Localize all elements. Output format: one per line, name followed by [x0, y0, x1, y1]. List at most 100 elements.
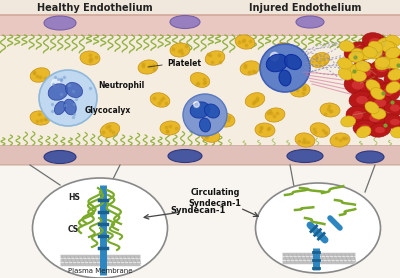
Ellipse shape — [295, 133, 315, 147]
Ellipse shape — [204, 104, 220, 118]
Ellipse shape — [170, 43, 190, 57]
Ellipse shape — [377, 38, 392, 49]
Ellipse shape — [215, 113, 235, 127]
Ellipse shape — [359, 68, 371, 76]
Ellipse shape — [339, 41, 354, 52]
Ellipse shape — [360, 78, 386, 98]
Ellipse shape — [183, 94, 227, 136]
Ellipse shape — [284, 54, 302, 70]
Ellipse shape — [66, 83, 82, 98]
Text: Glycocalyx: Glycocalyx — [85, 105, 131, 115]
Ellipse shape — [375, 127, 385, 133]
Ellipse shape — [48, 84, 68, 100]
Ellipse shape — [344, 75, 372, 95]
Ellipse shape — [360, 48, 375, 59]
Ellipse shape — [160, 121, 180, 135]
Ellipse shape — [168, 150, 202, 163]
Text: Injured Endothelium: Injured Endothelium — [249, 3, 361, 13]
Ellipse shape — [356, 151, 384, 163]
Ellipse shape — [386, 35, 400, 46]
Ellipse shape — [352, 81, 364, 90]
Ellipse shape — [369, 114, 381, 122]
Ellipse shape — [382, 88, 393, 96]
Ellipse shape — [200, 128, 220, 142]
Polygon shape — [0, 15, 400, 160]
Ellipse shape — [366, 94, 394, 112]
Ellipse shape — [356, 96, 368, 104]
Ellipse shape — [369, 123, 391, 137]
Ellipse shape — [360, 124, 370, 131]
Ellipse shape — [384, 115, 400, 129]
Ellipse shape — [351, 48, 366, 60]
Text: Neutrophil: Neutrophil — [98, 81, 144, 90]
Ellipse shape — [353, 111, 363, 119]
Ellipse shape — [386, 81, 400, 93]
Ellipse shape — [341, 116, 356, 127]
Ellipse shape — [287, 150, 323, 163]
Ellipse shape — [260, 44, 310, 92]
Ellipse shape — [255, 123, 275, 137]
Ellipse shape — [44, 150, 76, 163]
Ellipse shape — [380, 41, 395, 52]
Ellipse shape — [382, 54, 393, 62]
Text: Circulating
Syndecan-1: Circulating Syndecan-1 — [188, 188, 242, 208]
Ellipse shape — [44, 16, 76, 30]
Ellipse shape — [348, 51, 364, 62]
Ellipse shape — [338, 58, 352, 69]
Ellipse shape — [279, 70, 291, 86]
Text: Syndecan-1: Syndecan-1 — [170, 205, 226, 215]
Ellipse shape — [375, 59, 390, 70]
Ellipse shape — [100, 123, 120, 137]
Text: Healthy Endothelium: Healthy Endothelium — [37, 3, 153, 13]
Ellipse shape — [64, 99, 76, 115]
Ellipse shape — [150, 93, 170, 107]
Ellipse shape — [310, 53, 330, 67]
Ellipse shape — [376, 49, 400, 67]
Ellipse shape — [353, 120, 377, 136]
Ellipse shape — [344, 42, 372, 62]
Ellipse shape — [367, 84, 379, 92]
Ellipse shape — [338, 68, 353, 80]
Ellipse shape — [266, 54, 288, 72]
Ellipse shape — [369, 38, 381, 46]
Ellipse shape — [30, 68, 50, 82]
Ellipse shape — [296, 16, 324, 28]
Ellipse shape — [352, 71, 366, 81]
Ellipse shape — [245, 93, 265, 107]
Ellipse shape — [384, 72, 400, 88]
Ellipse shape — [390, 119, 400, 125]
Ellipse shape — [330, 133, 350, 147]
Ellipse shape — [350, 64, 364, 76]
Ellipse shape — [310, 123, 330, 137]
Ellipse shape — [369, 59, 395, 77]
Ellipse shape — [205, 51, 225, 65]
Ellipse shape — [356, 126, 371, 138]
Ellipse shape — [352, 48, 364, 56]
Ellipse shape — [54, 101, 66, 115]
Ellipse shape — [376, 64, 388, 72]
Text: Platelet: Platelet — [167, 58, 201, 68]
Ellipse shape — [391, 127, 400, 138]
Ellipse shape — [390, 105, 400, 111]
Ellipse shape — [384, 100, 400, 116]
Polygon shape — [0, 165, 400, 278]
Ellipse shape — [371, 88, 385, 100]
Ellipse shape — [80, 51, 100, 65]
Ellipse shape — [374, 99, 386, 107]
Ellipse shape — [365, 102, 379, 114]
Polygon shape — [0, 15, 400, 35]
Ellipse shape — [371, 108, 386, 119]
Ellipse shape — [320, 103, 340, 117]
Ellipse shape — [30, 111, 50, 125]
Ellipse shape — [375, 57, 390, 68]
Ellipse shape — [366, 80, 380, 91]
Text: HS: HS — [68, 193, 80, 202]
Ellipse shape — [368, 41, 383, 53]
Ellipse shape — [380, 57, 395, 68]
Ellipse shape — [352, 61, 378, 83]
Ellipse shape — [256, 183, 380, 273]
Polygon shape — [0, 145, 400, 165]
Ellipse shape — [356, 61, 370, 72]
Ellipse shape — [200, 118, 210, 132]
Text: CS: CS — [68, 225, 79, 234]
